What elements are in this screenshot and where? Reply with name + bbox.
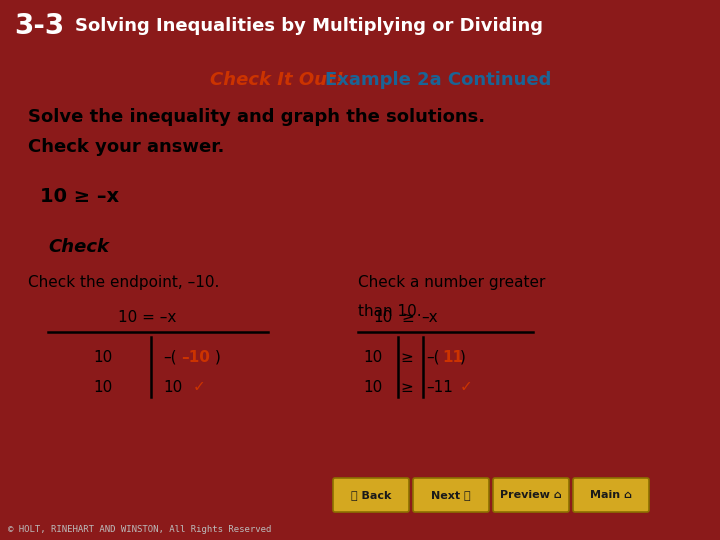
Text: ✓: ✓ <box>460 380 473 395</box>
Text: 10: 10 <box>93 380 112 395</box>
Text: Check a number greater: Check a number greater <box>358 274 545 289</box>
FancyBboxPatch shape <box>413 478 489 512</box>
Text: 10: 10 <box>93 349 112 364</box>
Text: Next 〉: Next 〉 <box>431 490 471 500</box>
Text: –10: –10 <box>181 349 210 364</box>
Text: 10 ≥ –x: 10 ≥ –x <box>40 187 119 206</box>
FancyBboxPatch shape <box>493 478 569 512</box>
Text: © HOLT, RINEHART AND WINSTON, All Rights Reserved: © HOLT, RINEHART AND WINSTON, All Rights… <box>8 524 271 534</box>
Text: Check your answer.: Check your answer. <box>28 138 225 156</box>
Text: ): ) <box>215 349 221 364</box>
Text: Main ⌂: Main ⌂ <box>590 490 632 500</box>
Text: –(: –( <box>426 349 439 364</box>
Text: ≥: ≥ <box>401 309 414 325</box>
Text: ): ) <box>460 349 466 364</box>
Text: 〈 Back: 〈 Back <box>351 490 391 500</box>
Text: –(: –( <box>163 349 176 364</box>
FancyBboxPatch shape <box>333 478 409 512</box>
Text: 10 = –x: 10 = –x <box>118 309 176 325</box>
Text: 10: 10 <box>363 380 382 395</box>
Text: Example 2a Continued: Example 2a Continued <box>325 71 551 89</box>
Text: than 10.: than 10. <box>358 305 422 320</box>
FancyBboxPatch shape <box>573 478 649 512</box>
Text: ≥: ≥ <box>400 349 413 364</box>
Text: Preview ⌂: Preview ⌂ <box>500 490 562 500</box>
Text: Solve the inequality and graph the solutions.: Solve the inequality and graph the solut… <box>28 108 485 126</box>
Text: 11: 11 <box>442 349 463 364</box>
Text: ✓: ✓ <box>193 380 206 395</box>
Text: Check the endpoint, –10.: Check the endpoint, –10. <box>28 274 220 289</box>
Text: –x: –x <box>421 309 438 325</box>
Text: Check It Out!: Check It Out! <box>210 71 343 89</box>
Text: 3-3: 3-3 <box>14 12 64 40</box>
Text: 10: 10 <box>373 309 392 325</box>
Text: –11: –11 <box>426 380 453 395</box>
Text: Solving Inequalities by Multiplying or Dividing: Solving Inequalities by Multiplying or D… <box>75 17 543 35</box>
Text: 10: 10 <box>163 380 182 395</box>
Text: Check: Check <box>48 238 109 256</box>
Text: ≥: ≥ <box>400 380 413 395</box>
Text: 10: 10 <box>363 349 382 364</box>
